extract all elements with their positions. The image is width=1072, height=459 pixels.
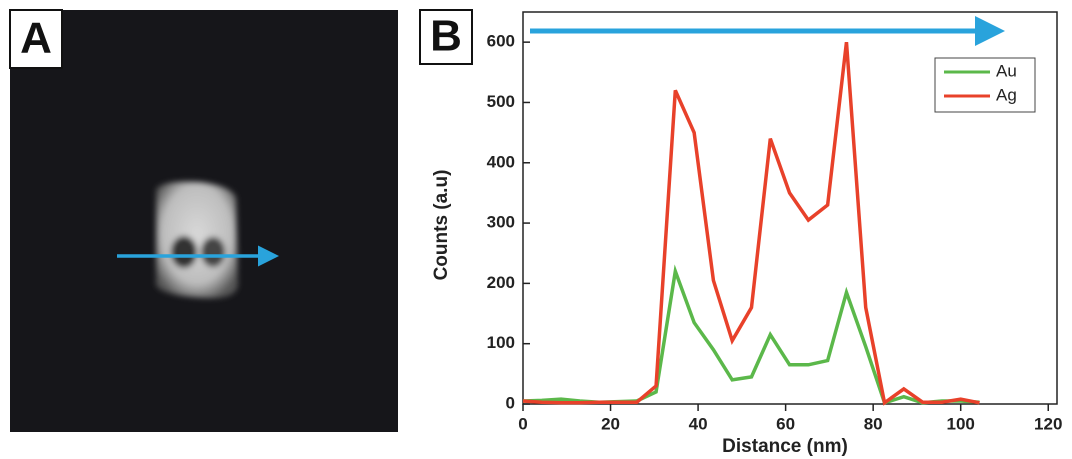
x-tick-label: 0 [518, 414, 527, 433]
legend-label: Au [996, 61, 1017, 80]
data-line [522, 264, 980, 405]
x-tick-label: 60 [776, 414, 795, 433]
panel-label: A [20, 14, 52, 63]
x-axis-title: Distance (nm) [722, 436, 848, 457]
y-tick-label: 500 [487, 92, 515, 111]
data-line [522, 41, 980, 406]
y-tick-label: 0 [506, 393, 515, 412]
x-tick-label: 40 [689, 414, 708, 433]
particle [156, 181, 238, 299]
x-tick-label: 120 [1034, 414, 1062, 433]
panel-label: B [430, 12, 462, 61]
legend [934, 57, 1036, 113]
x-tick-label: 80 [864, 414, 883, 433]
y-axis-title: Counts (a.u) [431, 170, 452, 281]
x-tick-label: 20 [601, 414, 620, 433]
legend-label: Ag [996, 85, 1017, 104]
panel-label-box [419, 9, 473, 65]
x-tick-label: 100 [947, 414, 975, 433]
y-tick-label: 600 [487, 32, 515, 51]
y-tick-label: 300 [487, 213, 515, 232]
y-tick-label: 400 [487, 152, 515, 171]
y-tick-label: 100 [487, 333, 515, 352]
plot-frame [522, 11, 1058, 405]
panel-label-box [9, 9, 63, 69]
y-tick-label: 200 [487, 273, 515, 292]
